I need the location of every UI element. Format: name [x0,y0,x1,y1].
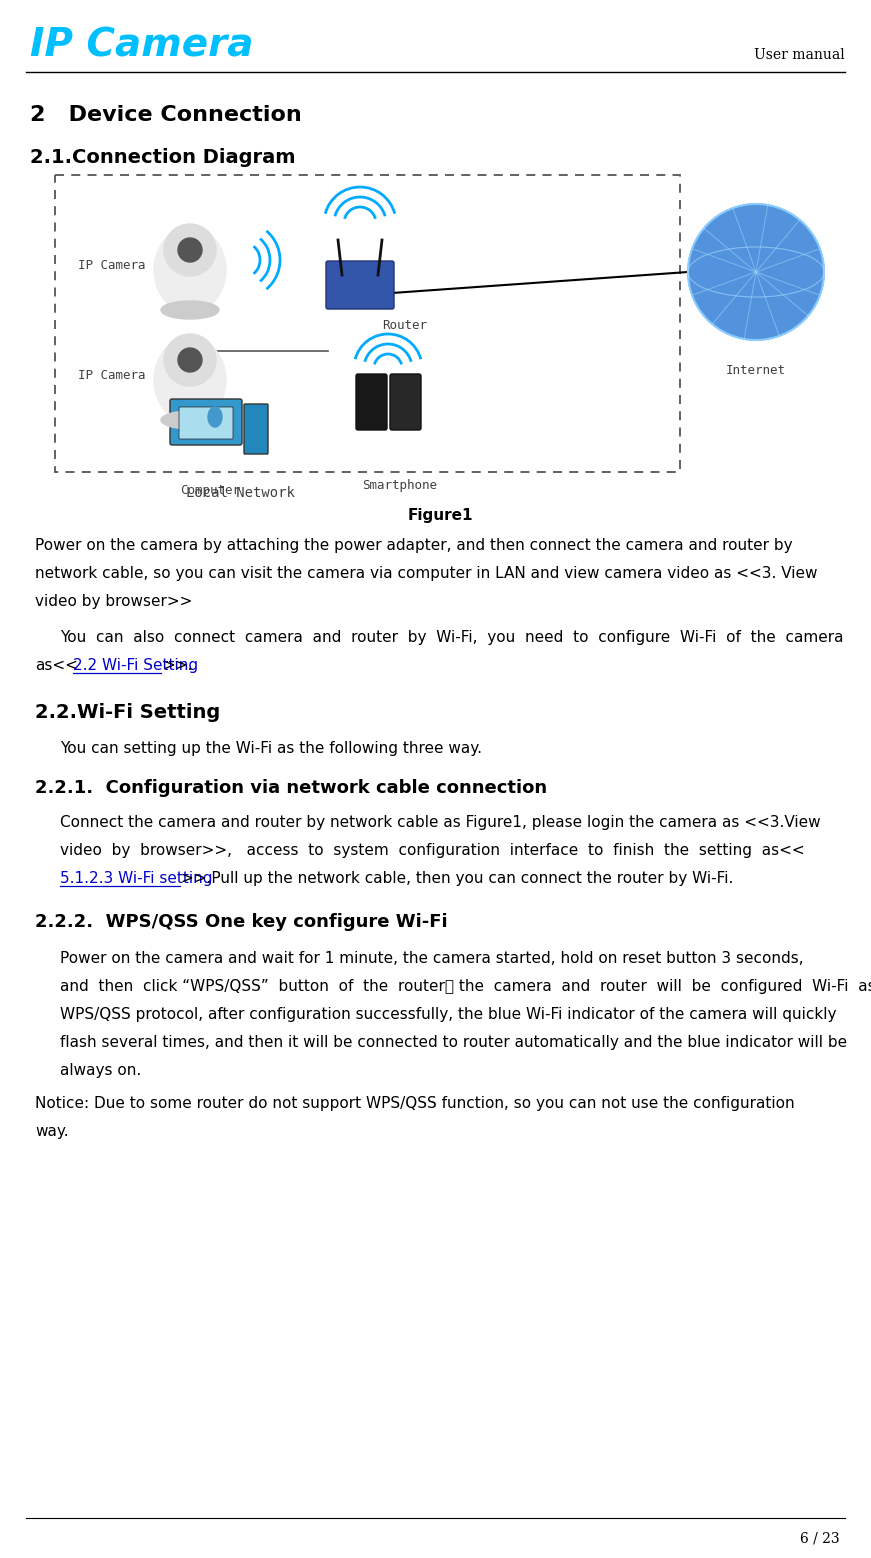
Text: You  can  also  connect  camera  and  router  by  Wi-Fi,  you  need  to  configu: You can also connect camera and router b… [60,629,843,645]
Ellipse shape [154,227,226,313]
Text: 2.2.2.  WPS/QSS One key configure Wi-Fi: 2.2.2. WPS/QSS One key configure Wi-Fi [35,913,448,932]
Text: video  by  browser>>,   access  to  system  configuration  interface  to  finish: video by browser>>, access to system con… [60,843,805,858]
Text: 2.2.Wi-Fi Setting: 2.2.Wi-Fi Setting [35,703,220,721]
Text: WPS/QSS protocol, after configuration successfully, the blue Wi-Fi indicator of : WPS/QSS protocol, after configuration su… [60,1006,836,1022]
Text: network cable, so you can visit the camera via computer in LAN and view camera v: network cable, so you can visit the came… [35,566,818,581]
Text: always on.: always on. [60,1063,141,1078]
Text: 2.2 Wi-Fi Setting: 2.2 Wi-Fi Setting [73,657,198,673]
FancyBboxPatch shape [244,404,268,453]
Text: IP Camera: IP Camera [78,259,145,271]
Circle shape [688,204,824,340]
Text: Internet: Internet [726,363,786,377]
Text: IP Camera: IP Camera [30,26,253,64]
Ellipse shape [208,407,222,427]
Text: video by browser>>: video by browser>> [35,594,192,609]
Circle shape [178,238,202,262]
Ellipse shape [161,301,219,319]
FancyBboxPatch shape [326,262,394,308]
Circle shape [164,333,216,386]
FancyBboxPatch shape [170,399,242,446]
Text: IP Camera: IP Camera [78,369,145,382]
Text: 2   Device Connection: 2 Device Connection [30,104,301,125]
Text: Notice: Due to some router do not support WPS/QSS function, so you can not use t: Notice: Due to some router do not suppor… [35,1095,794,1111]
Circle shape [178,347,202,372]
Text: 6 / 23: 6 / 23 [800,1532,840,1546]
Text: 2.2.1.  Configuration via network cable connection: 2.2.1. Configuration via network cable c… [35,779,547,798]
Circle shape [164,224,216,276]
Ellipse shape [154,338,226,422]
Text: Smartphone: Smartphone [362,478,437,491]
Text: 5.1.2.3 Wi-Fi setting: 5.1.2.3 Wi-Fi setting [60,871,213,887]
Text: Connect the camera and router by network cable as Figure1, please login the came: Connect the camera and router by network… [60,815,820,830]
Ellipse shape [161,411,219,428]
Text: as<<: as<< [35,657,78,673]
Text: 2.1.Connection Diagram: 2.1.Connection Diagram [30,148,295,167]
FancyBboxPatch shape [390,374,421,430]
Text: Figure1: Figure1 [408,508,473,522]
Text: Power on the camera and wait for 1 minute, the camera started, hold on reset but: Power on the camera and wait for 1 minut… [60,950,804,966]
Text: way.: way. [35,1123,69,1139]
Text: flash several times, and then it will be connected to router automatically and t: flash several times, and then it will be… [60,1035,847,1050]
Text: Router: Router [382,318,427,332]
Text: You can setting up the Wi-Fi as the following three way.: You can setting up the Wi-Fi as the foll… [60,742,482,756]
Text: User manual: User manual [754,48,845,62]
Text: >>.Pull up the network cable, then you can connect the router by Wi-Fi.: >>.Pull up the network cable, then you c… [181,871,733,887]
FancyBboxPatch shape [356,374,387,430]
Text: and  then  click “WPS/QSS”  button  of  the  router， the  camera  and  router  w: and then click “WPS/QSS” button of the r… [60,978,871,994]
FancyBboxPatch shape [179,407,233,439]
Text: >>.: >>. [162,657,192,673]
Text: Local Network: Local Network [186,486,294,500]
Text: Computer: Computer [180,483,240,497]
Text: Power on the camera by attaching the power adapter, and then connect the camera : Power on the camera by attaching the pow… [35,538,793,553]
